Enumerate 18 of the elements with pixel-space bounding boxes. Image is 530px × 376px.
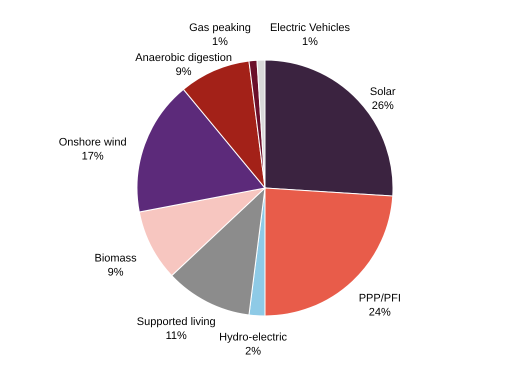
data-label: 26% xyxy=(372,100,394,112)
slice-label: Anaerobic digestion xyxy=(135,52,232,64)
slice-label: Supported living xyxy=(136,316,216,328)
data-label: 17% xyxy=(82,150,104,163)
slice-label: Hydro-electric xyxy=(219,332,288,344)
slice-label: Onshore wind xyxy=(58,136,127,149)
slice-label: Electric Vehicles xyxy=(270,22,351,34)
slice-label: Biomass xyxy=(94,252,138,264)
slice-label: Solar xyxy=(370,86,396,98)
data-label: 1% xyxy=(212,36,228,48)
data-label: 24% xyxy=(368,306,392,318)
data-label: 9% xyxy=(108,266,124,278)
data-label: 2% xyxy=(245,346,262,358)
data-label: 1% xyxy=(302,36,318,48)
data-label: 11% xyxy=(166,330,188,342)
data-label: 9% xyxy=(176,66,192,78)
slice-label: Gas peaking xyxy=(189,22,251,34)
slice-label: PPP/PFI xyxy=(358,292,401,304)
